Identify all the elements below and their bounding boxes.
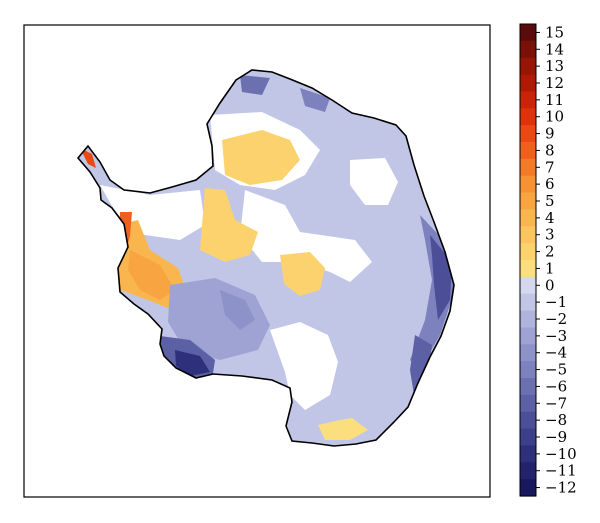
colorbar-swatch	[520, 57, 536, 76]
colorbar-swatch	[520, 175, 536, 194]
warm-region-west-1	[200, 188, 258, 262]
colorbar-tick-label: 1	[545, 259, 555, 277]
colorbar-swatch	[520, 445, 536, 463]
colorbar-swatch	[520, 378, 536, 396]
colorbar-swatch	[520, 344, 536, 362]
colorbar-tick-label: 0	[545, 276, 555, 294]
colorbar-tick-label: 6	[545, 175, 555, 193]
colorbar-tick-label: −3	[545, 327, 567, 345]
nodata-gap-east	[350, 158, 398, 205]
colorbar-swatch	[520, 40, 536, 59]
colorbar-tick-label: 10	[545, 108, 564, 126]
colorbar-tick-label: 15	[545, 23, 564, 41]
warm-region-north	[222, 130, 300, 185]
colorbar-swatch	[520, 462, 536, 480]
cold-region-ross-core	[175, 350, 210, 376]
colorbar: 1514131211109876543210−1−2−3−4−5−6−7−8−9…	[520, 23, 577, 497]
coastline	[76, 69, 455, 447]
colorbar-swatch	[520, 108, 536, 126]
warm-region-center	[280, 252, 325, 296]
colorbar-swatch	[520, 361, 536, 379]
colorbar-tick-label: 2	[545, 243, 555, 261]
colorbar-tick-label: 14	[545, 40, 564, 58]
colorbar-swatch	[520, 276, 536, 295]
colorbar-tick-label: 12	[545, 74, 564, 92]
colorbar-tick-label: 7	[545, 158, 555, 176]
colorbar-tick-label: 8	[545, 141, 555, 159]
cold-region-southeast	[410, 335, 432, 395]
nodata-gap-peninsula	[100, 185, 205, 240]
colorbar-tick-label: −4	[545, 344, 567, 362]
colorbar-tick-label: −2	[545, 310, 567, 328]
colorbar-swatch	[520, 24, 536, 42]
colorbar-swatch	[520, 192, 536, 211]
colorbar-tick-label: −5	[545, 361, 567, 379]
colorbar-frame	[519, 23, 537, 497]
colorbar-swatch	[520, 91, 536, 109]
warm-region-coast-south	[318, 418, 368, 440]
colorbar-tick-label: −10	[545, 445, 577, 463]
cool-region-ross	[168, 278, 270, 360]
colorbar-swatch	[520, 428, 536, 447]
cold-region-northeast	[300, 88, 330, 112]
colorbar-tick-label: 4	[545, 209, 555, 227]
colorbar-tick-label: −1	[545, 293, 567, 311]
colorbar-swatch	[520, 394, 536, 413]
colorbar-swatch	[520, 125, 536, 143]
colorbar-tick-label: −9	[545, 428, 567, 446]
colorbar-swatch	[520, 209, 536, 227]
colorbar-tick-label: −7	[545, 394, 567, 412]
colorbar-swatch	[520, 142, 536, 160]
colorbar-swatch	[520, 74, 536, 93]
colorbar-tick-label: 11	[545, 91, 564, 109]
colorbar-tick-label: −6	[545, 377, 567, 395]
colorbar-tick-label: 3	[545, 226, 555, 244]
colorbar-tick-label: −8	[545, 411, 567, 429]
colorbar-tick-label: 5	[545, 192, 555, 210]
colorbar-swatch	[520, 310, 536, 329]
warm-region-peninsula-core	[128, 250, 175, 300]
colorbar-swatch	[520, 293, 536, 312]
hot-region-peninsula-tip	[80, 148, 96, 168]
colorbar-tick-label: −11	[545, 462, 577, 480]
cold-region-north	[240, 75, 270, 95]
cool-region-ross-core	[220, 290, 255, 330]
colorbar-swatch	[520, 411, 536, 430]
colorbar-tick-label: −12	[545, 479, 577, 497]
colorbar-swatch	[520, 327, 536, 345]
colorbar-tick-label: 13	[545, 57, 564, 75]
colorbar-swatch	[520, 479, 536, 497]
nodata-gap-south	[270, 322, 338, 410]
nodata-gap-center	[240, 190, 372, 282]
colorbar-swatch	[520, 226, 536, 244]
colorbar-tick-label: 9	[545, 125, 555, 143]
colorbar-swatch	[520, 243, 536, 261]
colorbar-swatch	[520, 260, 536, 278]
colorbar-swatch	[520, 158, 536, 177]
